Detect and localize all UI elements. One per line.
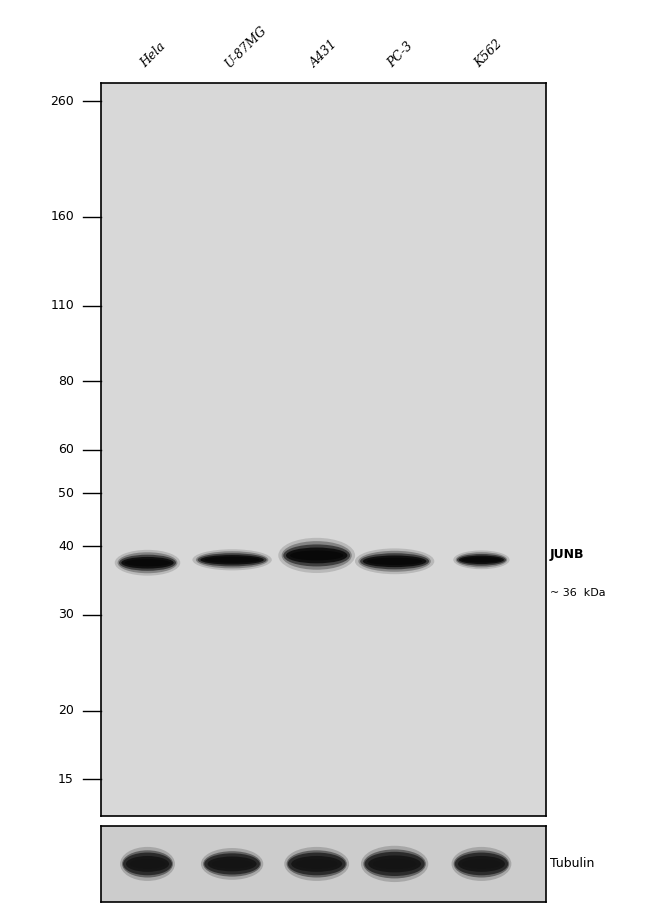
Text: ~ 36  kDa: ~ 36 kDa [549,588,605,597]
Ellipse shape [122,850,173,878]
Ellipse shape [361,845,428,882]
Ellipse shape [122,557,174,569]
Ellipse shape [201,848,263,880]
Text: 260: 260 [50,95,74,108]
Text: 20: 20 [58,704,74,717]
Ellipse shape [203,851,261,877]
Text: 50: 50 [58,487,74,500]
Ellipse shape [457,554,506,566]
Text: Hela: Hela [138,40,168,70]
Ellipse shape [123,853,172,875]
Ellipse shape [462,859,500,869]
Text: Tubulin: Tubulin [549,857,594,870]
Ellipse shape [365,852,424,876]
Ellipse shape [373,858,416,869]
Ellipse shape [130,859,165,869]
Ellipse shape [453,550,510,569]
Ellipse shape [452,847,512,881]
Ellipse shape [119,555,176,571]
Text: 30: 30 [58,608,74,621]
Ellipse shape [118,552,177,573]
Text: 80: 80 [58,375,74,388]
Ellipse shape [200,555,264,564]
Ellipse shape [207,857,257,871]
Ellipse shape [120,847,175,881]
Ellipse shape [355,549,434,574]
Ellipse shape [125,559,170,566]
Ellipse shape [126,856,169,872]
Ellipse shape [363,555,426,567]
Ellipse shape [198,553,266,566]
Ellipse shape [283,544,350,566]
Text: PC-3: PC-3 [385,40,416,70]
Ellipse shape [458,856,505,872]
Text: 60: 60 [58,443,74,456]
Text: 110: 110 [50,300,74,313]
Ellipse shape [212,859,252,869]
Ellipse shape [192,550,272,571]
Text: 160: 160 [50,210,74,223]
Text: 15: 15 [58,773,74,786]
Ellipse shape [288,853,346,875]
Ellipse shape [456,552,507,567]
Ellipse shape [459,556,504,564]
Text: A431: A431 [307,37,340,70]
Text: K562: K562 [473,37,505,70]
Ellipse shape [290,550,343,561]
Ellipse shape [462,557,501,562]
Ellipse shape [287,850,347,878]
Ellipse shape [296,859,337,869]
Ellipse shape [368,856,421,872]
Ellipse shape [286,548,347,563]
Ellipse shape [196,551,268,568]
Ellipse shape [291,856,342,872]
Ellipse shape [204,854,260,874]
Ellipse shape [455,853,508,875]
Ellipse shape [367,558,422,565]
Ellipse shape [360,553,429,570]
Text: U-87MG: U-87MG [223,23,270,70]
Ellipse shape [358,550,431,572]
Ellipse shape [115,550,180,575]
Ellipse shape [363,849,426,879]
Ellipse shape [284,847,349,881]
Ellipse shape [205,557,260,562]
Ellipse shape [454,850,509,878]
Ellipse shape [281,541,352,570]
Text: 40: 40 [58,539,74,552]
Text: JUNB: JUNB [549,549,584,561]
Ellipse shape [278,538,355,573]
